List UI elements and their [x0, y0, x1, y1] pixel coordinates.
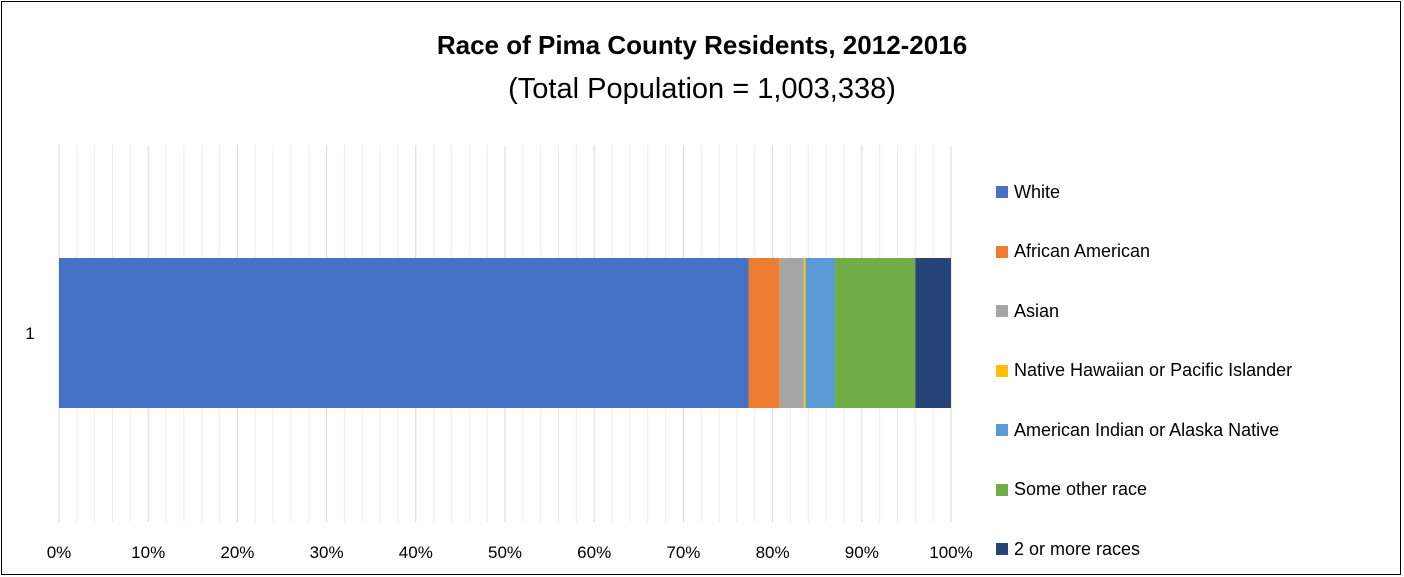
- legend-item: American Indian or Alaska Native: [996, 418, 1279, 442]
- legend-swatch: [996, 305, 1008, 317]
- x-tick-label: 60%: [577, 543, 611, 562]
- bar-group: [59, 258, 951, 408]
- legend-swatch: [996, 543, 1008, 555]
- x-tick-label: 40%: [399, 543, 433, 562]
- legend-swatch: [996, 245, 1008, 258]
- bar-segment-native-hawaiian-or-pacific-islander: [803, 258, 806, 408]
- x-tick-label: 20%: [220, 543, 254, 562]
- bar-segment-2-or-more-races: [915, 258, 951, 408]
- bar-segment-white: [59, 258, 749, 408]
- bar-segment-american-indian-or-alaska-native: [805, 258, 836, 408]
- x-tick-label: 30%: [310, 543, 344, 562]
- chart-subtitle: (Total Population = 1,003,338): [508, 73, 896, 105]
- x-axis: 0% 10% 20% 30% 40% 50% 60% 70% 80% 90% 100%: [47, 543, 973, 562]
- x-tick-label: 0%: [47, 543, 72, 562]
- y-axis: 1: [25, 324, 34, 343]
- x-tick-label: 100%: [929, 543, 972, 562]
- x-tick-label: 90%: [845, 543, 879, 562]
- x-tick-label: 10%: [131, 543, 165, 562]
- legend-item: Asian: [996, 299, 1059, 323]
- legend-item: African American: [996, 240, 1150, 264]
- x-tick-label: 80%: [756, 543, 790, 562]
- legend-label: American Indian or Alaska Native: [1014, 419, 1280, 440]
- legend-label: Asian: [1014, 300, 1060, 321]
- legend-item: 2 or more races: [996, 537, 1140, 561]
- legend-swatch: [996, 424, 1008, 436]
- legend-swatch: [996, 483, 1008, 496]
- legend-item: White: [996, 180, 1060, 204]
- legend-item: Native Hawaiian or Pacific Islander: [996, 359, 1292, 383]
- bar-segment-african-american: [748, 258, 780, 408]
- legend-label: Native Hawaiian or Pacific Islander: [1014, 360, 1293, 380]
- x-tick-label: 70%: [666, 543, 700, 562]
- y-category-label: 1: [25, 324, 34, 343]
- legend-item: Some other race: [996, 478, 1147, 502]
- bar-segment-asian: [779, 258, 804, 408]
- legend-swatch: [996, 364, 1008, 377]
- chart-title: Race of Pima County Residents, 2012-2016: [436, 30, 968, 60]
- legend-label: Some other race: [1014, 479, 1148, 499]
- legend-swatch: [996, 186, 1008, 198]
- legend-label: African American: [1014, 241, 1151, 261]
- legend-label: 2 or more races: [1014, 538, 1141, 559]
- bar-segment-some-other-race: [835, 258, 916, 408]
- x-tick-label: 50%: [488, 543, 522, 562]
- legend-label: White: [1014, 181, 1061, 202]
